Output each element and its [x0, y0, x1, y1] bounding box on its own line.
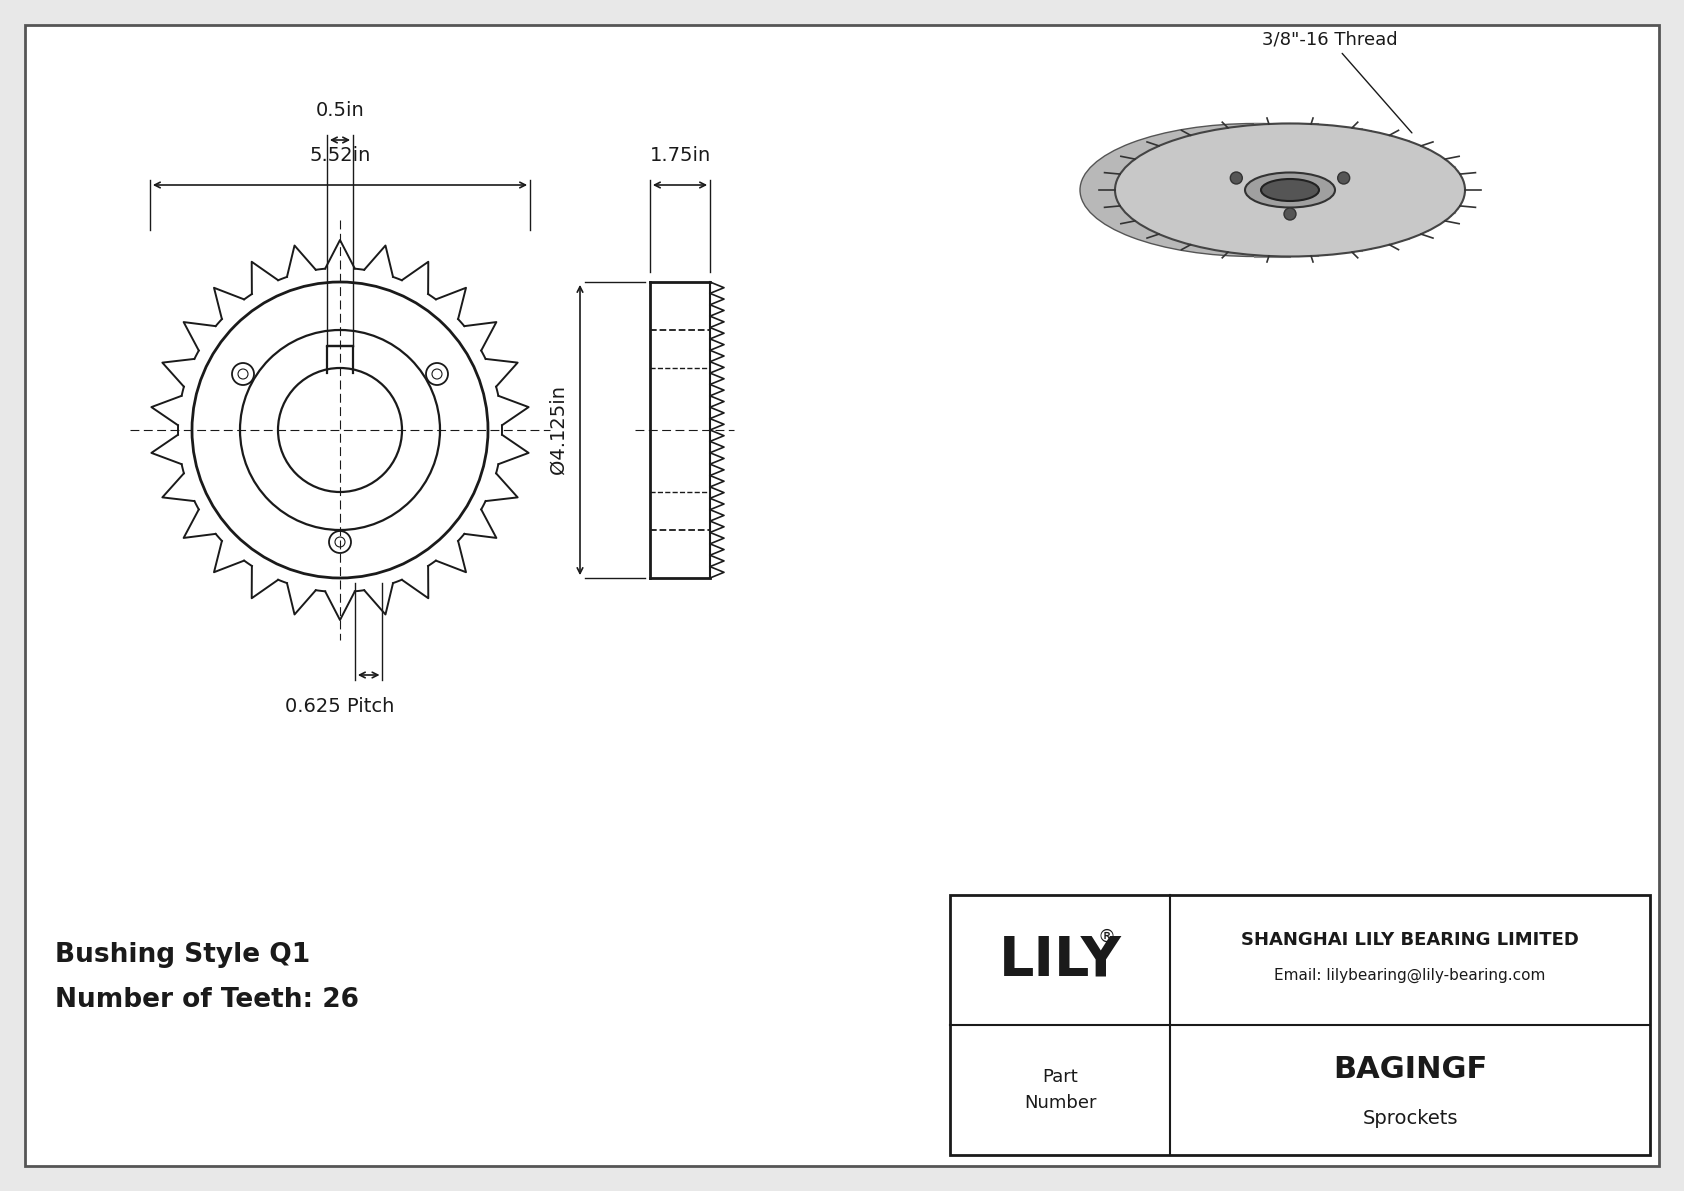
- Text: ®: ®: [1096, 928, 1115, 946]
- Text: Number of Teeth: 26: Number of Teeth: 26: [56, 987, 359, 1014]
- Text: 3/8"-16 Thread: 3/8"-16 Thread: [1263, 31, 1411, 133]
- Ellipse shape: [1261, 179, 1319, 201]
- Bar: [950, 894, 1650, 1155]
- Text: 0.5in: 0.5in: [315, 101, 364, 120]
- Text: Ø4.125in: Ø4.125in: [549, 386, 568, 474]
- Text: SHANGHAI LILY BEARING LIMITED: SHANGHAI LILY BEARING LIMITED: [1241, 931, 1580, 949]
- Ellipse shape: [1079, 124, 1430, 256]
- Ellipse shape: [1115, 124, 1465, 256]
- Circle shape: [1337, 172, 1349, 183]
- Text: BAGINGF: BAGINGF: [1332, 1055, 1487, 1085]
- Text: 5.52in: 5.52in: [310, 146, 370, 166]
- Text: 0.625 Pitch: 0.625 Pitch: [285, 697, 394, 716]
- Circle shape: [1283, 208, 1297, 220]
- Text: Email: lilybearing@lily-bearing.com: Email: lilybearing@lily-bearing.com: [1275, 967, 1546, 983]
- Text: Bushing Style Q1: Bushing Style Q1: [56, 942, 310, 968]
- Ellipse shape: [1244, 173, 1335, 207]
- Circle shape: [1231, 172, 1243, 183]
- Text: Sprockets: Sprockets: [1362, 1109, 1458, 1128]
- Text: Part
Number: Part Number: [1024, 1068, 1096, 1112]
- Text: LILY: LILY: [999, 933, 1122, 987]
- Text: 1.75in: 1.75in: [650, 146, 711, 166]
